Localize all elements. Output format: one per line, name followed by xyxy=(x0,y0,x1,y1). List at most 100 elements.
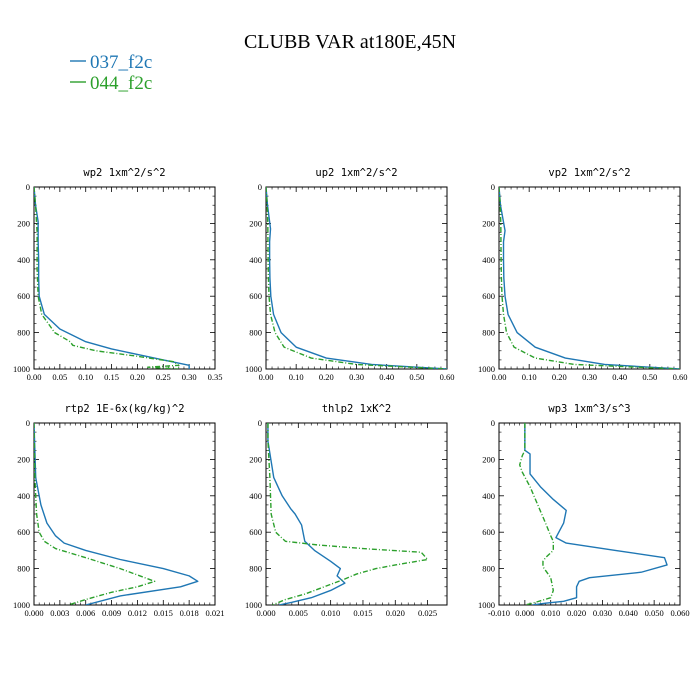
wp3-ytick-label: 400 xyxy=(482,491,495,501)
thlp2-ytick-label: 600 xyxy=(249,527,262,537)
rtp2-ytick-label: 200 xyxy=(17,454,30,464)
rtp2-ytick-label: 800 xyxy=(17,564,30,574)
wp2-xtick-label: 0.25 xyxy=(156,372,171,382)
vp2-series-044_f2c xyxy=(499,187,680,369)
wp3-xtick-label: 0.000 xyxy=(515,608,534,618)
wp2-ytick-label: 200 xyxy=(17,218,30,228)
wp2-xtick-label: 0.00 xyxy=(27,372,42,382)
wp2-ytick-label: 0 xyxy=(26,182,30,192)
wp3-panel-title: wp3 1xm^3/s^3 xyxy=(548,403,630,415)
wp2-ytick-label: 1000 xyxy=(13,364,30,374)
thlp2-plot-frame xyxy=(265,422,448,606)
wp3-xtick-label: 0.010 xyxy=(541,608,560,618)
up2-panel-title: up2 1xm^2/s^2 xyxy=(315,167,397,179)
vp2-ytick-label: 400 xyxy=(482,255,495,265)
thlp2-xtick-label: 0.010 xyxy=(321,608,340,618)
wp2-xtick-label: 0.30 xyxy=(182,372,197,382)
up2-ytick-label: 200 xyxy=(249,218,262,228)
vp2-xtick-label: 0.30 xyxy=(582,372,597,382)
wp3-xtick-label: 0.020 xyxy=(567,608,586,618)
legend-label-044: 044_f2c xyxy=(90,73,152,94)
up2-ytick-label: 400 xyxy=(249,255,262,265)
wp2-series-044_f2c xyxy=(34,187,180,369)
vp2-ytick-label: 600 xyxy=(482,291,495,301)
vp2-ytick-label: 1000 xyxy=(478,364,495,374)
rtp2-xtick-label: 0.012 xyxy=(128,608,147,618)
rtp2-panel-title: rtp2 1E-6x(kg/kg)^2 xyxy=(64,403,184,415)
rtp2-xtick-label: 0.015 xyxy=(154,608,173,618)
up2-xtick-label: 0.00 xyxy=(259,372,274,382)
vp2-xtick-label: 0.10 xyxy=(522,372,537,382)
wp3-xtick-label: 0.040 xyxy=(619,608,638,618)
up2-xtick-label: 0.20 xyxy=(319,372,334,382)
wp2-plot-frame xyxy=(33,186,216,370)
wp3-ytick-label: 1000 xyxy=(478,600,495,610)
thlp2-ytick-label: 200 xyxy=(249,454,262,464)
rtp2-ytick-label: 400 xyxy=(17,491,30,501)
vp2-ytick-label: 800 xyxy=(482,328,495,338)
vp2-panel-title: vp2 1xm^2/s^2 xyxy=(548,167,630,179)
panel-rtp2: rtp2 1E-6x(kg/kg)^2020040060080010000.00… xyxy=(13,403,225,618)
up2-ytick-label: 1000 xyxy=(245,364,262,374)
wp2-series-037_f2c xyxy=(34,187,190,369)
up2-plot-frame xyxy=(265,186,448,370)
vp2-xtick-label: 0.20 xyxy=(552,372,567,382)
up2-xtick-label: 0.50 xyxy=(409,372,424,382)
thlp2-ytick-label: 400 xyxy=(249,491,262,501)
vp2-xtick-label: 0.40 xyxy=(612,372,627,382)
wp2-xtick-label: 0.20 xyxy=(130,372,145,382)
figure-title: CLUBB VAR at180E,45N xyxy=(244,31,456,53)
up2-xtick-label: 0.10 xyxy=(289,372,304,382)
wp3-ytick-label: 200 xyxy=(482,454,495,464)
wp3-ytick-label: 0 xyxy=(491,418,495,428)
up2-xtick-label: 0.60 xyxy=(440,372,455,382)
legend-label-037: 037_f2c xyxy=(90,52,152,73)
wp2-panel-title: wp2 1xm^2/s^2 xyxy=(83,167,165,179)
wp2-xtick-label: 0.10 xyxy=(78,372,93,382)
up2-series-037_f2c xyxy=(266,187,447,369)
up2-ytick-label: 0 xyxy=(258,182,262,192)
panel-wp3: wp3 1xm^3/s^3 0 200 400 600 800 1000-0.010 0.00… xyxy=(478,403,690,618)
rtp2-xtick-label: 0.003 xyxy=(50,608,69,618)
legend: 037_f2c 044_f2c xyxy=(70,52,152,94)
rtp2-series-044_f2c xyxy=(34,423,156,605)
wp3-ytick-label: 600 xyxy=(482,527,495,537)
rtp2-xtick-label: 0.021 xyxy=(205,608,224,618)
wp2-xtick-label: 0.05 xyxy=(52,372,67,382)
rtp2-plot-frame xyxy=(33,422,216,606)
thlp2-series-044_f2c xyxy=(267,423,429,605)
vp2-ytick-label: 200 xyxy=(482,218,495,228)
thlp2-xtick-label: 0.020 xyxy=(386,608,405,618)
rtp2-xtick-label: 0.000 xyxy=(24,608,43,618)
rtp2-series-037_f2c xyxy=(34,423,199,605)
wp2-xtick-label: 0.35 xyxy=(208,372,223,382)
up2-xtick-label: 0.30 xyxy=(349,372,364,382)
thlp2-xtick-label: 0.025 xyxy=(418,608,437,618)
wp2-ytick-label: 800 xyxy=(17,328,30,338)
up2-ytick-label: 800 xyxy=(249,328,262,338)
wp2-xtick-label: 0.15 xyxy=(104,372,119,382)
up2-series-044_f2c xyxy=(266,187,447,369)
rtp2-ytick-label: 1000 xyxy=(13,600,30,610)
wp3-xtick-label: 0.030 xyxy=(593,608,612,618)
up2-xtick-label: 0.40 xyxy=(379,372,394,382)
wp3-xtick-label: 0.050 xyxy=(645,608,664,618)
vp2-xtick-label: 0.50 xyxy=(642,372,657,382)
wp3-series-037_f2c xyxy=(524,423,668,605)
up2-ytick-label: 600 xyxy=(249,291,262,301)
thlp2-series-037_f2c xyxy=(267,423,346,605)
vp2-xtick-label: 0.60 xyxy=(673,372,688,382)
thlp2-ytick-label: 800 xyxy=(249,564,262,574)
rtp2-ytick-label: 0 xyxy=(26,418,30,428)
wp2-ytick-label: 400 xyxy=(17,255,30,265)
vp2-series-037_f2c xyxy=(499,187,680,369)
vp2-xtick-label: 0.00 xyxy=(492,372,507,382)
wp2-ytick-label: 600 xyxy=(17,291,30,301)
thlp2-ytick-label: 0 xyxy=(258,418,262,428)
wp3-ytick-label: 800 xyxy=(482,564,495,574)
